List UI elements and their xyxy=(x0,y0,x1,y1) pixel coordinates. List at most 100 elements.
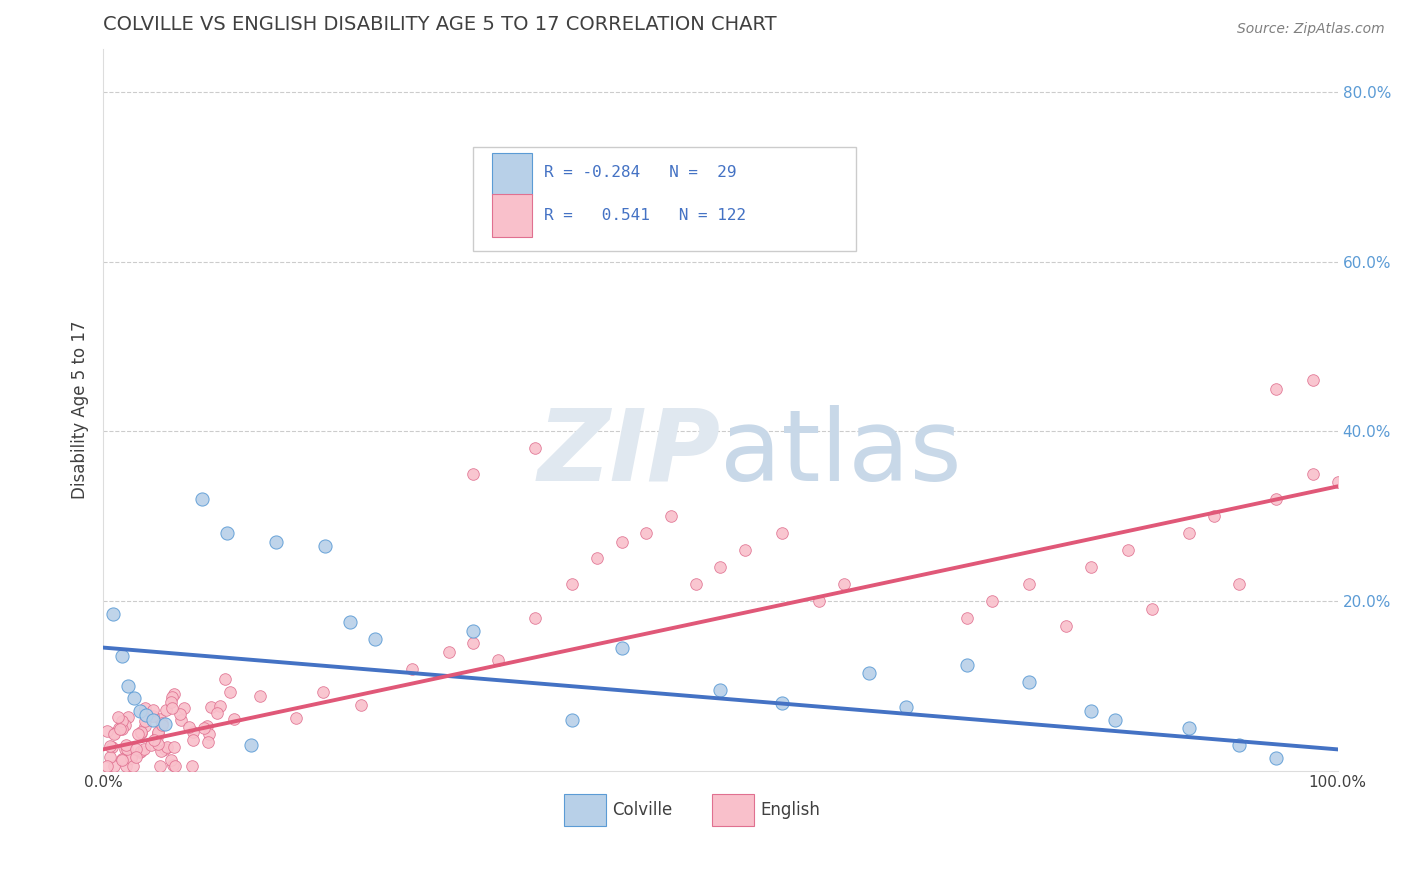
Point xyxy=(149,759,172,773)
Point xyxy=(117,679,139,693)
FancyBboxPatch shape xyxy=(474,147,856,252)
Point xyxy=(160,700,183,714)
Point xyxy=(163,687,186,701)
Point xyxy=(1018,674,1040,689)
Point xyxy=(129,704,152,718)
Point xyxy=(108,721,131,735)
Point xyxy=(1204,509,1226,524)
Point xyxy=(107,710,129,724)
Point xyxy=(156,739,179,754)
Point xyxy=(114,742,136,756)
Point xyxy=(709,560,731,574)
Point xyxy=(956,657,979,672)
Point xyxy=(249,689,271,703)
Point xyxy=(894,700,917,714)
Point xyxy=(150,718,173,732)
Point xyxy=(659,509,682,524)
Text: Source: ZipAtlas.com: Source: ZipAtlas.com xyxy=(1237,22,1385,37)
Point xyxy=(1302,467,1324,481)
Point xyxy=(121,759,143,773)
Text: R = -0.284   N =  29: R = -0.284 N = 29 xyxy=(544,164,737,179)
Point xyxy=(401,662,423,676)
Point xyxy=(956,611,979,625)
Point xyxy=(96,724,118,739)
Point xyxy=(146,737,169,751)
Point xyxy=(214,672,236,686)
Point xyxy=(117,742,139,756)
Y-axis label: Disability Age 5 to 17: Disability Age 5 to 17 xyxy=(72,321,89,500)
Point xyxy=(129,726,152,740)
Text: R =   0.541   N = 122: R = 0.541 N = 122 xyxy=(544,208,747,223)
FancyBboxPatch shape xyxy=(564,795,606,826)
Point xyxy=(159,695,181,709)
Point xyxy=(181,759,204,773)
Point xyxy=(524,441,547,455)
FancyBboxPatch shape xyxy=(711,795,754,826)
Text: atlas: atlas xyxy=(720,405,962,502)
Point xyxy=(197,719,219,733)
Point xyxy=(127,727,149,741)
Point xyxy=(586,551,609,566)
Point xyxy=(134,714,156,728)
Point xyxy=(163,759,186,773)
Point xyxy=(101,607,124,621)
Point xyxy=(200,700,222,714)
Point xyxy=(981,594,1004,608)
Point xyxy=(1080,560,1102,574)
Point xyxy=(134,719,156,733)
Point xyxy=(129,744,152,758)
Point xyxy=(125,749,148,764)
Point xyxy=(129,745,152,759)
Point xyxy=(832,577,855,591)
Text: Colville: Colville xyxy=(612,801,672,819)
Point xyxy=(173,700,195,714)
Text: COLVILLE VS ENGLISH DISABILITY AGE 5 TO 17 CORRELATION CHART: COLVILLE VS ENGLISH DISABILITY AGE 5 TO … xyxy=(103,15,776,34)
Point xyxy=(125,741,148,756)
Point xyxy=(132,742,155,756)
Point xyxy=(115,738,138,752)
Point xyxy=(636,526,658,541)
Point xyxy=(183,725,205,739)
Point xyxy=(197,735,219,749)
Point xyxy=(162,757,184,772)
Point xyxy=(169,707,191,722)
Point xyxy=(122,691,145,706)
Point xyxy=(561,577,583,591)
Point xyxy=(111,722,134,736)
Point xyxy=(153,742,176,756)
Point xyxy=(1227,738,1250,752)
Point xyxy=(142,703,165,717)
Point xyxy=(181,732,204,747)
Point xyxy=(115,759,138,773)
Point xyxy=(98,750,121,764)
Point xyxy=(486,653,509,667)
Point xyxy=(146,725,169,739)
Point xyxy=(1080,704,1102,718)
Point xyxy=(437,645,460,659)
Point xyxy=(1104,713,1126,727)
Point xyxy=(264,534,287,549)
Point xyxy=(146,726,169,740)
Point xyxy=(103,727,125,741)
Point xyxy=(145,730,167,744)
Point xyxy=(155,703,177,717)
Point xyxy=(141,713,163,727)
Point xyxy=(1054,619,1077,633)
Point xyxy=(808,594,831,608)
Point xyxy=(1264,751,1286,765)
Point xyxy=(198,727,221,741)
Point xyxy=(129,725,152,739)
Point xyxy=(163,740,186,755)
Point xyxy=(1326,475,1348,490)
Point xyxy=(177,720,200,734)
Point xyxy=(1142,602,1164,616)
Point xyxy=(215,526,238,541)
Point xyxy=(150,744,173,758)
FancyBboxPatch shape xyxy=(492,153,531,195)
Point xyxy=(111,752,134,766)
Point xyxy=(117,710,139,724)
Point xyxy=(111,714,134,728)
Point xyxy=(1178,721,1201,735)
Point xyxy=(610,640,633,655)
Point xyxy=(1018,577,1040,591)
